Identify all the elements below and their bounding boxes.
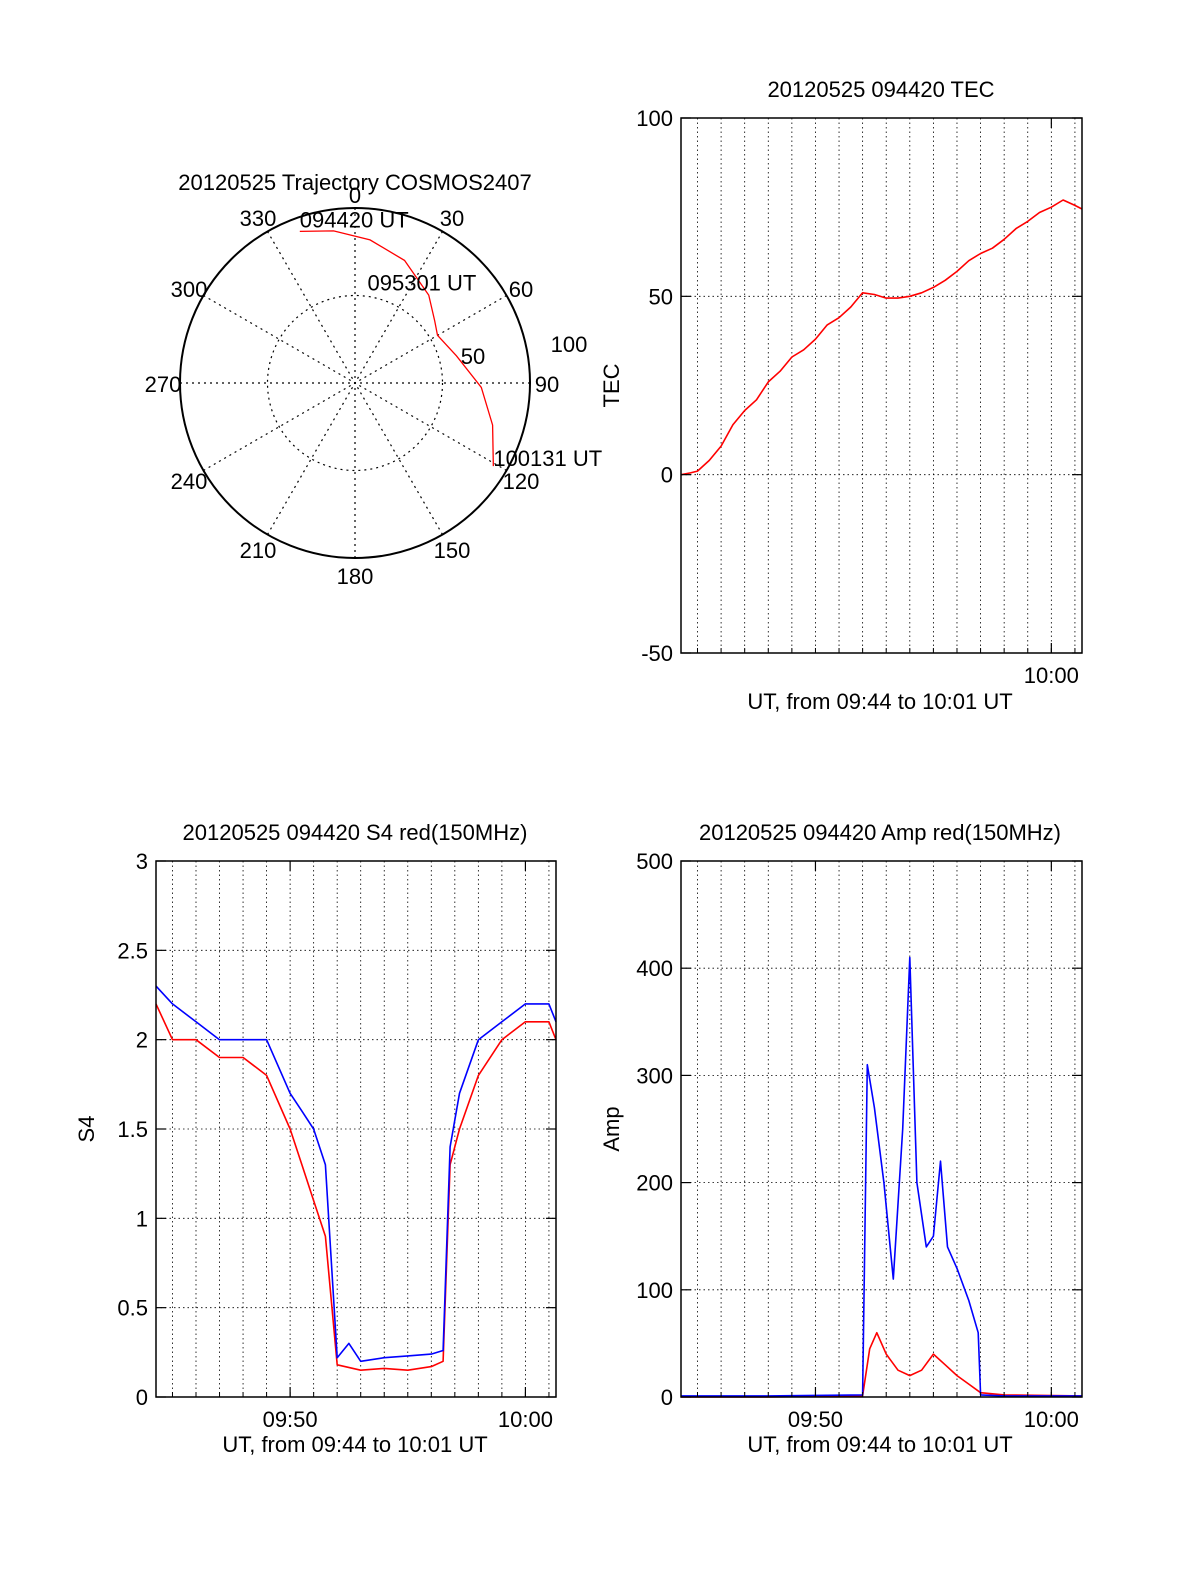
- series-line-1: [681, 1331, 1083, 1398]
- s4-chart: 20120525 094420 S4 red(150MHz) S4 UT, fr…: [74, 820, 557, 1457]
- tec-title: 20120525 094420 TEC: [767, 77, 994, 102]
- series-line-1: [155, 1003, 557, 1371]
- trajectory-annotation: 094420 UT: [300, 207, 409, 232]
- trajectory-annotation: 100131 UT: [493, 446, 602, 471]
- series-line-2: [681, 956, 1082, 1397]
- s4-ylabel: S4: [74, 1116, 99, 1143]
- polar-angle-labels: 0 30 60 90 120 150 180 210 240 270 300 330: [145, 183, 560, 589]
- x-tick-label: 09:50: [788, 1407, 843, 1432]
- s4-xlabel: UT, from 09:44 to 10:01 UT: [222, 1432, 487, 1457]
- x-tick-label: 10:00: [498, 1407, 553, 1432]
- polar-radial-labels: 50 100: [461, 332, 588, 369]
- polar-angle-label: 0: [349, 183, 361, 208]
- s4-title: 20120525 094420 S4 red(150MHz): [183, 820, 528, 845]
- y-tick-label: 1: [136, 1206, 148, 1231]
- polar-angle-label: 120: [503, 469, 540, 494]
- series-line-2: [155, 985, 557, 1363]
- polar-angle-label: 60: [509, 277, 533, 302]
- y-tick-label: 2: [136, 1028, 148, 1053]
- y-tick-label: 0: [661, 1385, 673, 1410]
- y-tick-label: 1.5: [117, 1117, 148, 1142]
- y-tick-label: 400: [636, 956, 673, 981]
- y-tick-label: -50: [641, 641, 673, 666]
- y-tick-label: 0.5: [117, 1296, 148, 1321]
- polar-angle-label: 270: [145, 372, 182, 397]
- polar-angle-label: 240: [171, 469, 208, 494]
- y-tick-label: 300: [636, 1063, 673, 1088]
- x-tick-label: 10:00: [1024, 1407, 1079, 1432]
- polar-angle-label: 30: [440, 206, 464, 231]
- polar-title: 20120525 Trajectory COSMOS2407: [178, 170, 531, 195]
- trajectory-annotation: 095301 UT: [368, 270, 477, 295]
- trajectory-line: [299, 230, 494, 467]
- polar-spoke: [266, 231, 444, 535]
- amp-title: 20120525 094420 Amp red(150MHz): [699, 820, 1061, 845]
- tec-chart: 20120525 094420 TEC TEC UT, from 09:44 t…: [599, 77, 1083, 714]
- polar-grid: [179, 207, 531, 559]
- y-tick-label: 100: [636, 106, 673, 131]
- y-tick-label: 500: [636, 849, 673, 874]
- tec-ylabel: TEC: [599, 363, 624, 407]
- amp-chart: 20120525 094420 Amp red(150MHz) Amp UT, …: [599, 820, 1083, 1457]
- y-tick-label: 2.5: [117, 938, 148, 963]
- polar-radial-label: 50: [461, 344, 485, 369]
- trajectory-polar-chart: 20120525 Trajectory COSMOS2407 0 30 60 90 12…: [145, 170, 603, 589]
- polar-angle-label: 210: [240, 538, 277, 563]
- x-tick-label: 09:50: [263, 1407, 318, 1432]
- series-line-1: [680, 199, 1083, 476]
- trajectory-annotations: 094420 UT 095301 UT 100131 UT: [300, 207, 602, 471]
- x-tick-label: 10:00: [1024, 663, 1079, 688]
- y-tick-label: 3: [136, 849, 148, 874]
- polar-angle-label: 150: [434, 538, 471, 563]
- polar-inner-circle: [266, 294, 444, 472]
- amp-ylabel: Amp: [599, 1106, 624, 1151]
- polar-angle-label: 300: [171, 277, 208, 302]
- polar-angle-label: 180: [337, 564, 374, 589]
- y-tick-label: 0: [136, 1385, 148, 1410]
- y-tick-label: 100: [636, 1278, 673, 1303]
- y-tick-label: 0: [661, 463, 673, 488]
- amp-xlabel: UT, from 09:44 to 10:01 UT: [747, 1432, 1012, 1457]
- tec-xlabel: UT, from 09:44 to 10:01 UT: [747, 689, 1012, 714]
- polar-angle-label: 90: [535, 372, 559, 397]
- y-tick-label: 50: [649, 284, 673, 309]
- polar-radial-label: 100: [551, 332, 588, 357]
- y-tick-label: 200: [636, 1171, 673, 1196]
- plot-frame: [680, 117, 1083, 654]
- trajectory-series: [299, 230, 494, 467]
- polar-angle-label: 330: [240, 206, 277, 231]
- plot-frame: [680, 860, 1083, 1398]
